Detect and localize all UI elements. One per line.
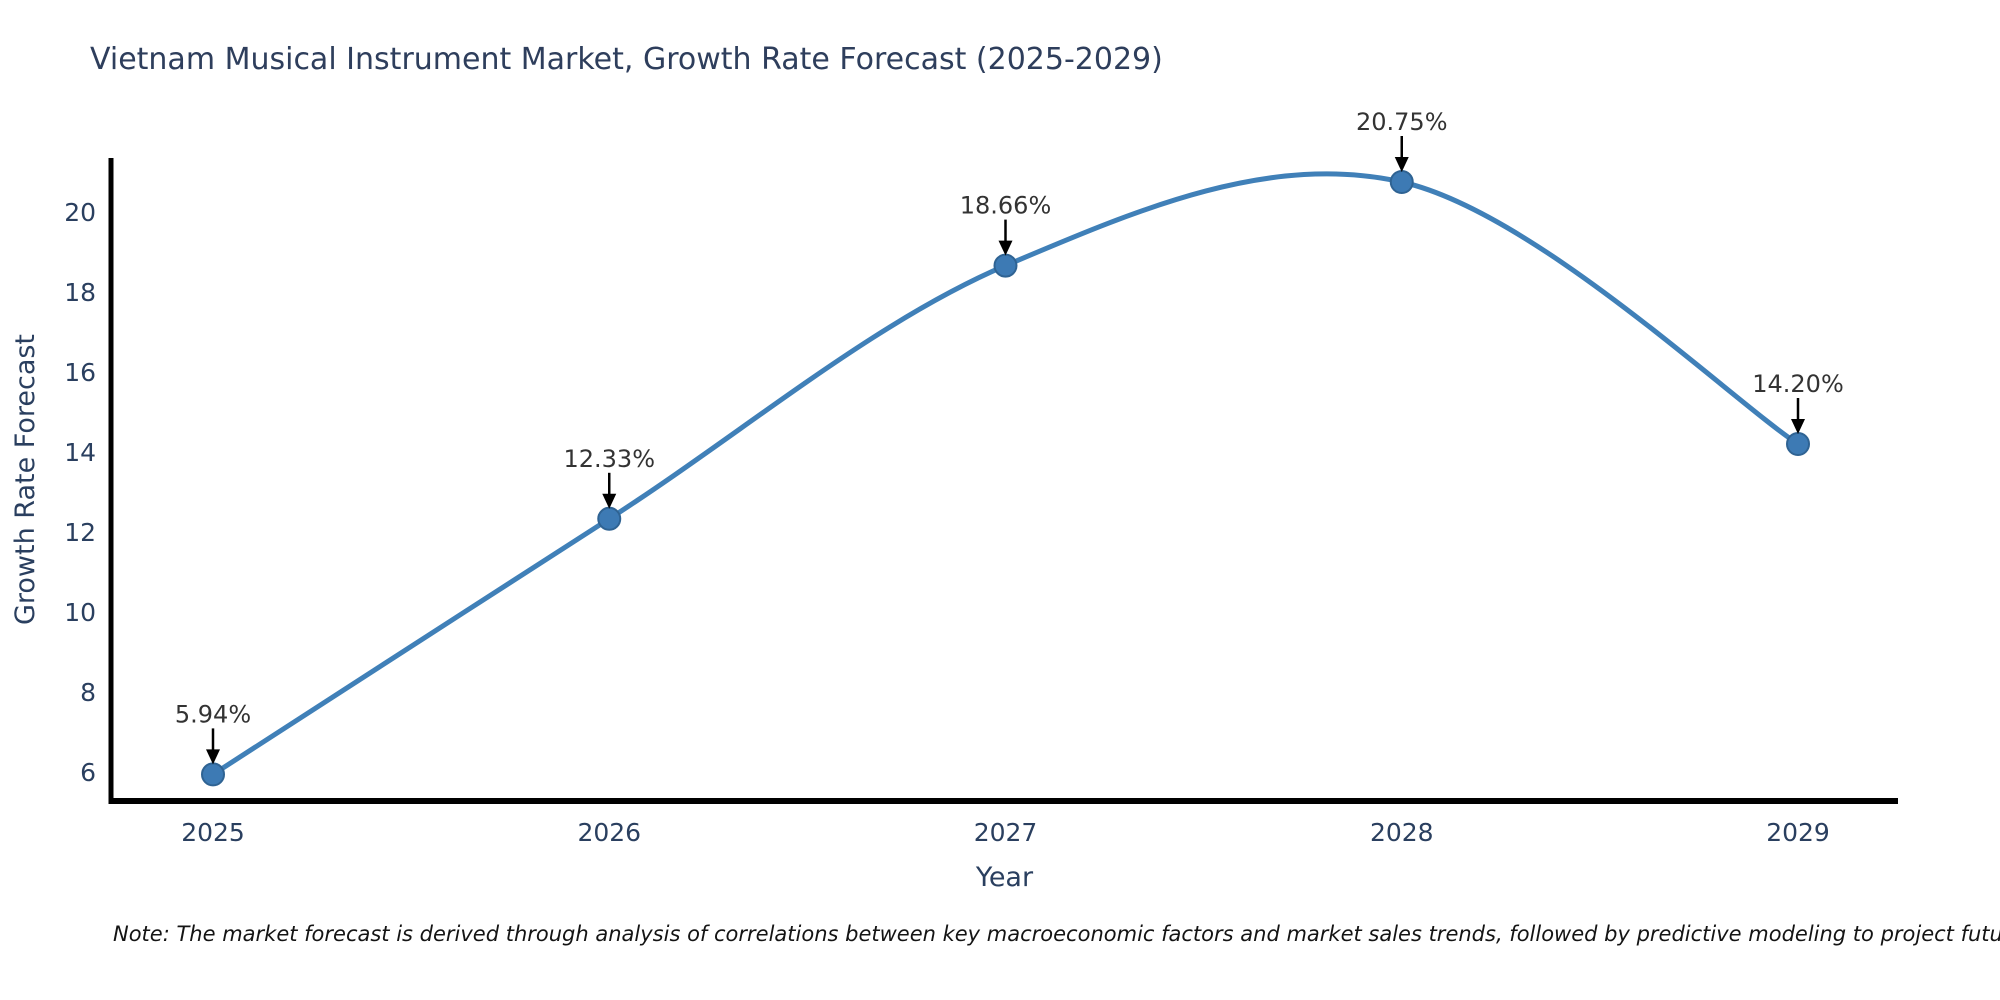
- y-tick-12: 12: [64, 518, 96, 547]
- annotation-arrowhead-2025: [206, 749, 220, 765]
- y-tick-6: 6: [80, 758, 96, 787]
- y-tick-16: 16: [64, 358, 96, 387]
- annotation-arrowhead-2026: [602, 493, 617, 509]
- x-tick-2025: 2025: [181, 818, 245, 847]
- data-point-2026: [597, 506, 622, 531]
- x-axis-title: Year: [975, 862, 1034, 893]
- data-point-2028: [1389, 170, 1414, 194]
- y-tick-8: 8: [80, 678, 96, 707]
- footnote: Note: The market forecast is derived thr…: [113, 922, 2000, 946]
- x-tick-2028: 2028: [1370, 818, 1434, 847]
- data-point-2025: [201, 762, 225, 787]
- annotation-arrowhead-2027: [998, 240, 1013, 256]
- data-point-2029: [1786, 432, 1810, 456]
- data-label-2028: 20.75%: [1356, 108, 1448, 136]
- y-tick-18: 18: [64, 278, 96, 307]
- y-tick-20: 20: [64, 198, 96, 227]
- y-tick-14: 14: [64, 438, 96, 467]
- y-axis-title: Growth Rate Forecast: [10, 334, 41, 625]
- chart-title: Vietnam Musical Instrument Market, Growt…: [90, 42, 1163, 77]
- annotation-arrowhead-2029: [1791, 419, 1805, 434]
- data-label-2029: 14.20%: [1752, 370, 1844, 398]
- x-tick-2029: 2029: [1766, 818, 1830, 847]
- data-point-2027: [993, 253, 1018, 278]
- annotation-arrowhead-2028: [1394, 157, 1409, 172]
- data-label-2026: 12.33%: [563, 445, 655, 473]
- data-label-2025: 5.94%: [175, 700, 251, 728]
- x-tick-2026: 2026: [577, 818, 641, 847]
- y-tick-10: 10: [64, 598, 96, 627]
- data-label-2027: 18.66%: [960, 192, 1052, 220]
- x-tick-2027: 2027: [974, 818, 1038, 847]
